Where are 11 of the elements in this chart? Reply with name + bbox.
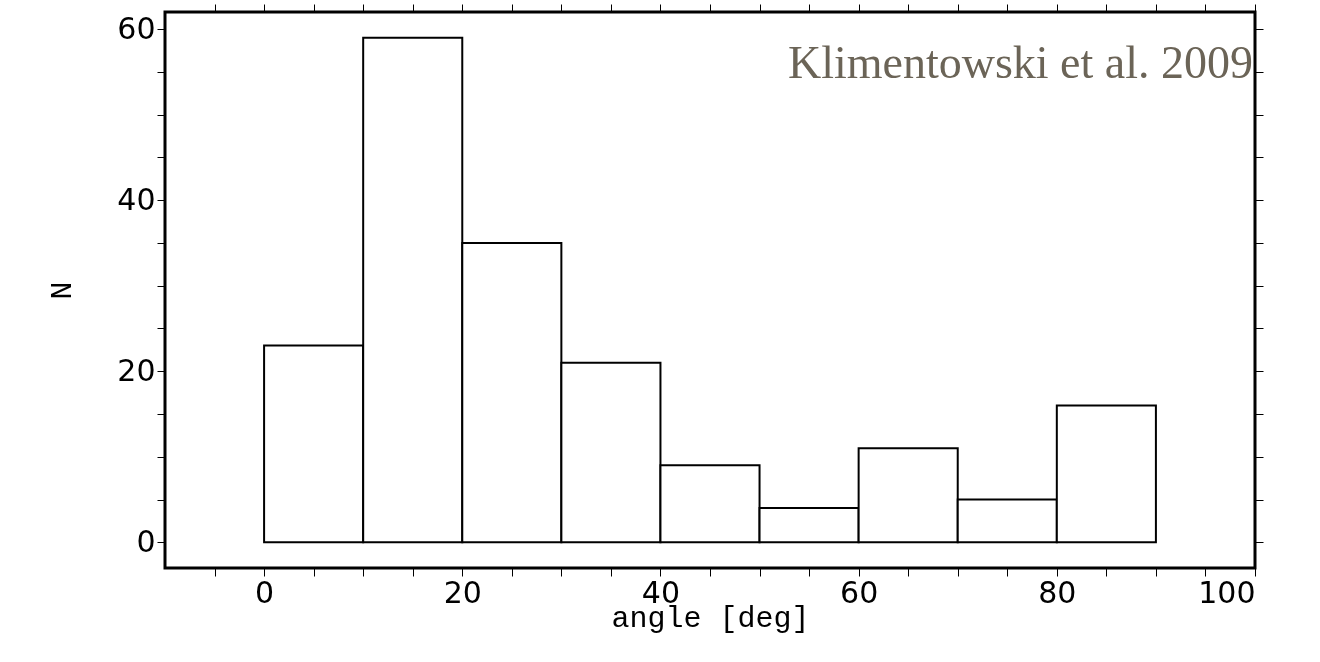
x-tick-label: 100 <box>1198 574 1256 610</box>
x-tick-label: 0 <box>255 574 275 610</box>
x-tick-label: 20 <box>443 574 482 610</box>
annotation: Klimentowski et al. 2009 <box>787 37 1253 88</box>
y-tick-label: 40 <box>117 181 156 217</box>
y-tick-label: 60 <box>117 10 156 46</box>
x-tick-label: 60 <box>840 574 879 610</box>
y-axis-title: N <box>46 281 81 300</box>
y-tick-label: 20 <box>117 352 156 388</box>
x-tick-label: 80 <box>1038 574 1077 610</box>
y-tick-label: 0 <box>136 523 156 559</box>
